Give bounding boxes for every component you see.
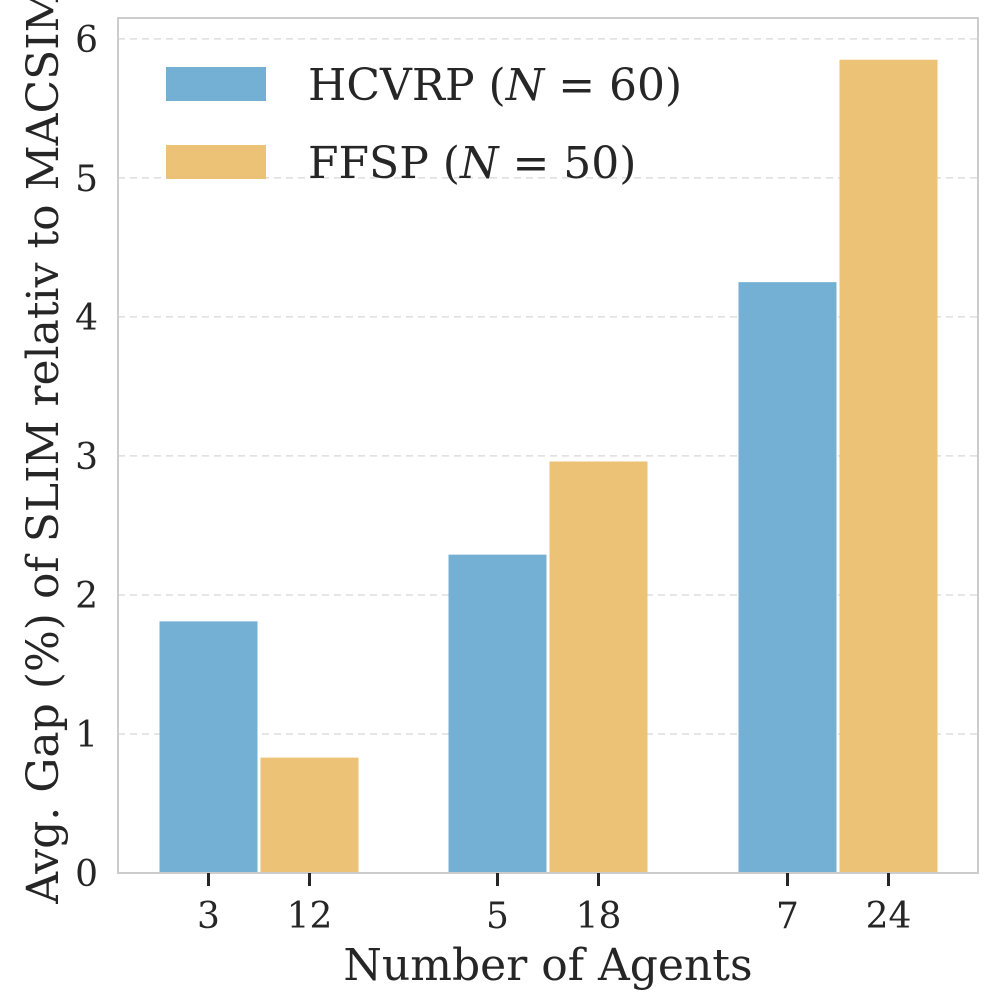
legend-label-hcvrp: HCVRP (N = 60): [308, 60, 682, 111]
legend-swatch-ffsp: [166, 145, 266, 179]
y-axis-ticks: 0 1 2 3 4 5 6: [75, 20, 98, 895]
legend-swatch-hcvrp: [166, 67, 266, 101]
legend-label-ffsp: FFSP (N = 50): [308, 138, 636, 189]
ffsp-bar-2: [549, 461, 648, 873]
y-tick-label: 0: [75, 854, 98, 895]
plot-frame: [117, 17, 979, 874]
hcvrp-bar-1: [159, 621, 258, 873]
x-tick-label: 7: [776, 896, 799, 937]
legend: HCVRP (N = 60) FFSP (N = 50): [166, 60, 682, 189]
y-tick-label: 5: [75, 159, 98, 200]
y-tick-label: 3: [75, 437, 98, 478]
hcvrp-bar-2: [448, 554, 547, 873]
y-tick-label: 1: [75, 715, 98, 756]
x-axis-label: Number of Agents: [343, 940, 752, 991]
x-tick-label: 3: [197, 896, 220, 937]
ffsp-bar-3: [839, 59, 938, 873]
x-tick-label: 5: [486, 896, 509, 937]
y-tick-label: 4: [75, 298, 98, 339]
x-tick-label: 12: [287, 896, 333, 937]
y-tick-label: 6: [75, 20, 98, 61]
ffsp-bar-1: [260, 757, 359, 873]
bars: [159, 59, 938, 873]
x-tick-label: 24: [866, 896, 912, 937]
x-tick-label: 18: [576, 896, 622, 937]
y-tick-label: 2: [75, 576, 98, 617]
hcvrp-bar-3: [738, 282, 837, 873]
x-axis-ticks: 3 5 7 12 18 24: [197, 873, 911, 937]
y-axis-label: Avg. Gap (%) of SLIM relativ to MACSIM: [18, 0, 69, 905]
